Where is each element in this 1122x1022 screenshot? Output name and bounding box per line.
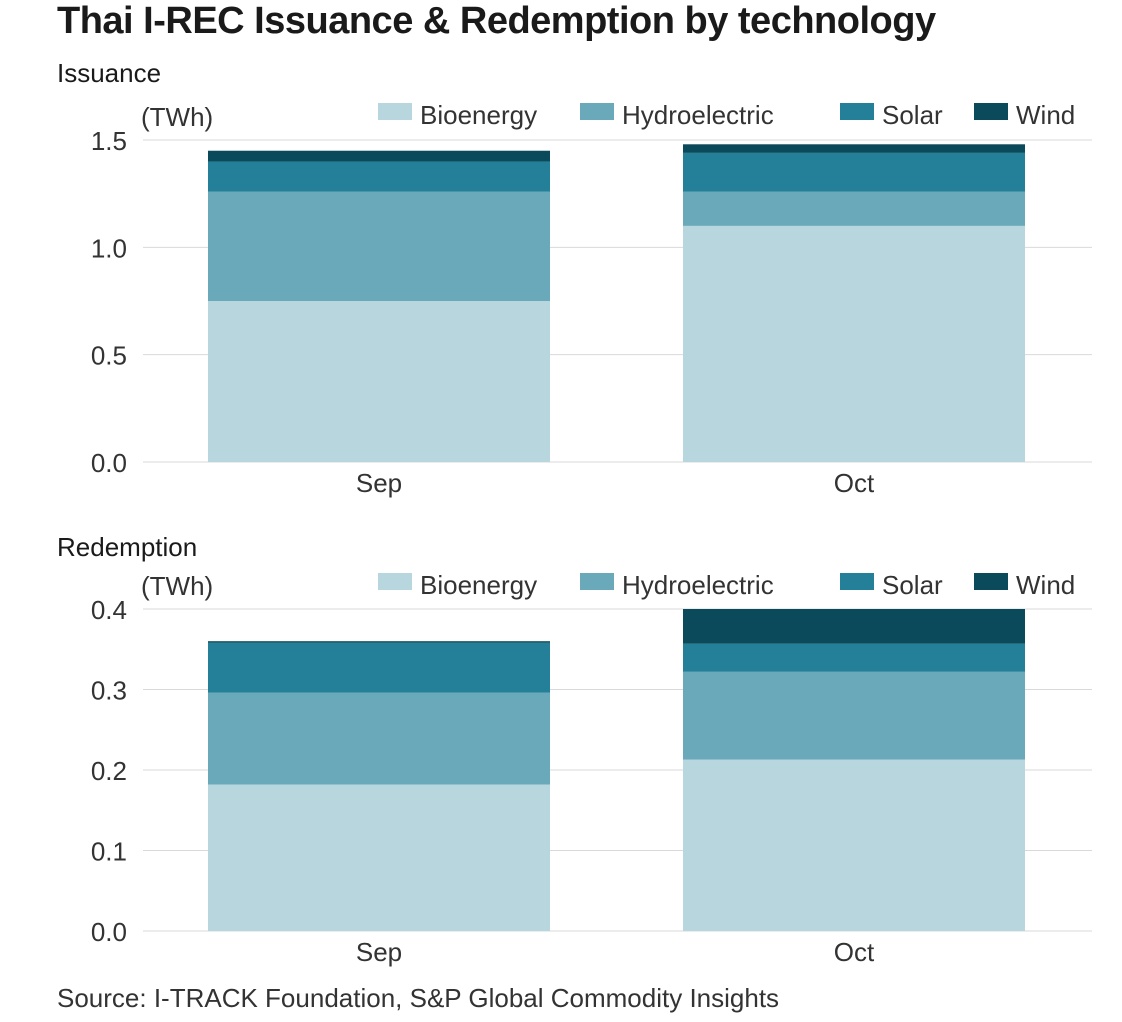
legend-swatch <box>378 103 412 120</box>
bar-segment-hydroelectric <box>683 671 1025 760</box>
legend-label: Solar <box>882 570 943 600</box>
y-axis-label: (TWh) <box>141 571 213 601</box>
panel-redemption: Redemption (TWh) Bioenergy Hydroelectric Sol… <box>57 532 1092 967</box>
y-tick-label: 0.0 <box>91 917 127 947</box>
legend-label: Hydroelectric <box>622 570 774 600</box>
y-tick-label: 0.5 <box>91 341 127 371</box>
bar-segment-wind <box>683 609 1025 644</box>
bar-segment-wind <box>208 641 550 643</box>
bar-segment-wind <box>683 144 1025 153</box>
legend-label: Bioenergy <box>420 100 537 130</box>
legend-swatch <box>378 573 412 590</box>
bar-segment-hydroelectric <box>208 692 550 785</box>
y-tick-label: 1.0 <box>91 233 127 263</box>
y-tick-label: 0.2 <box>91 756 127 786</box>
y-axis-label: (TWh) <box>141 102 213 132</box>
x-tick-label: Oct <box>834 468 875 498</box>
bar-segment-bioenergy <box>208 301 550 462</box>
panel-title: Redemption <box>57 532 197 562</box>
legend-label: Hydroelectric <box>622 100 774 130</box>
legend-swatch <box>840 573 874 590</box>
bar-segment-hydroelectric <box>208 191 550 301</box>
y-tick-label: 0.4 <box>91 595 127 625</box>
legend-label: Bioenergy <box>420 570 537 600</box>
y-tick-label: 1.5 <box>91 126 127 156</box>
legend-label: Solar <box>882 100 943 130</box>
bar-segment-bioenergy <box>208 784 550 931</box>
chart-title: Thai I-REC Issuance & Redemption by tech… <box>57 0 936 42</box>
panel-title: Issuance <box>57 58 161 88</box>
source-note: Source: I-TRACK Foundation, S&P Global C… <box>57 983 780 1013</box>
bar-segment-solar <box>208 161 550 192</box>
bar-segment-hydroelectric <box>683 191 1025 226</box>
y-tick-label: 0.1 <box>91 837 127 867</box>
legend-label: Wind <box>1016 570 1075 600</box>
bar-segment-wind <box>208 150 550 162</box>
x-tick-label: Sep <box>356 937 402 967</box>
bar-segment-bioenergy <box>683 225 1025 462</box>
legend-swatch <box>840 103 874 120</box>
bar-segment-solar <box>683 152 1025 192</box>
bar-segment-solar <box>683 643 1025 672</box>
x-tick-label: Oct <box>834 937 875 967</box>
legend-swatch <box>580 573 614 590</box>
bar-segment-solar <box>208 642 550 693</box>
bar-segment-bioenergy <box>683 759 1025 931</box>
x-tick-label: Sep <box>356 468 402 498</box>
y-tick-label: 0.3 <box>91 676 127 706</box>
y-tick-label: 0.0 <box>91 448 127 478</box>
legend-swatch <box>974 573 1008 590</box>
legend-swatch <box>580 103 614 120</box>
legend-swatch <box>974 103 1008 120</box>
panel-issuance: Issuance (TWh) Bioenergy Hydroelectric Solar… <box>57 58 1092 498</box>
legend-label: Wind <box>1016 100 1075 130</box>
